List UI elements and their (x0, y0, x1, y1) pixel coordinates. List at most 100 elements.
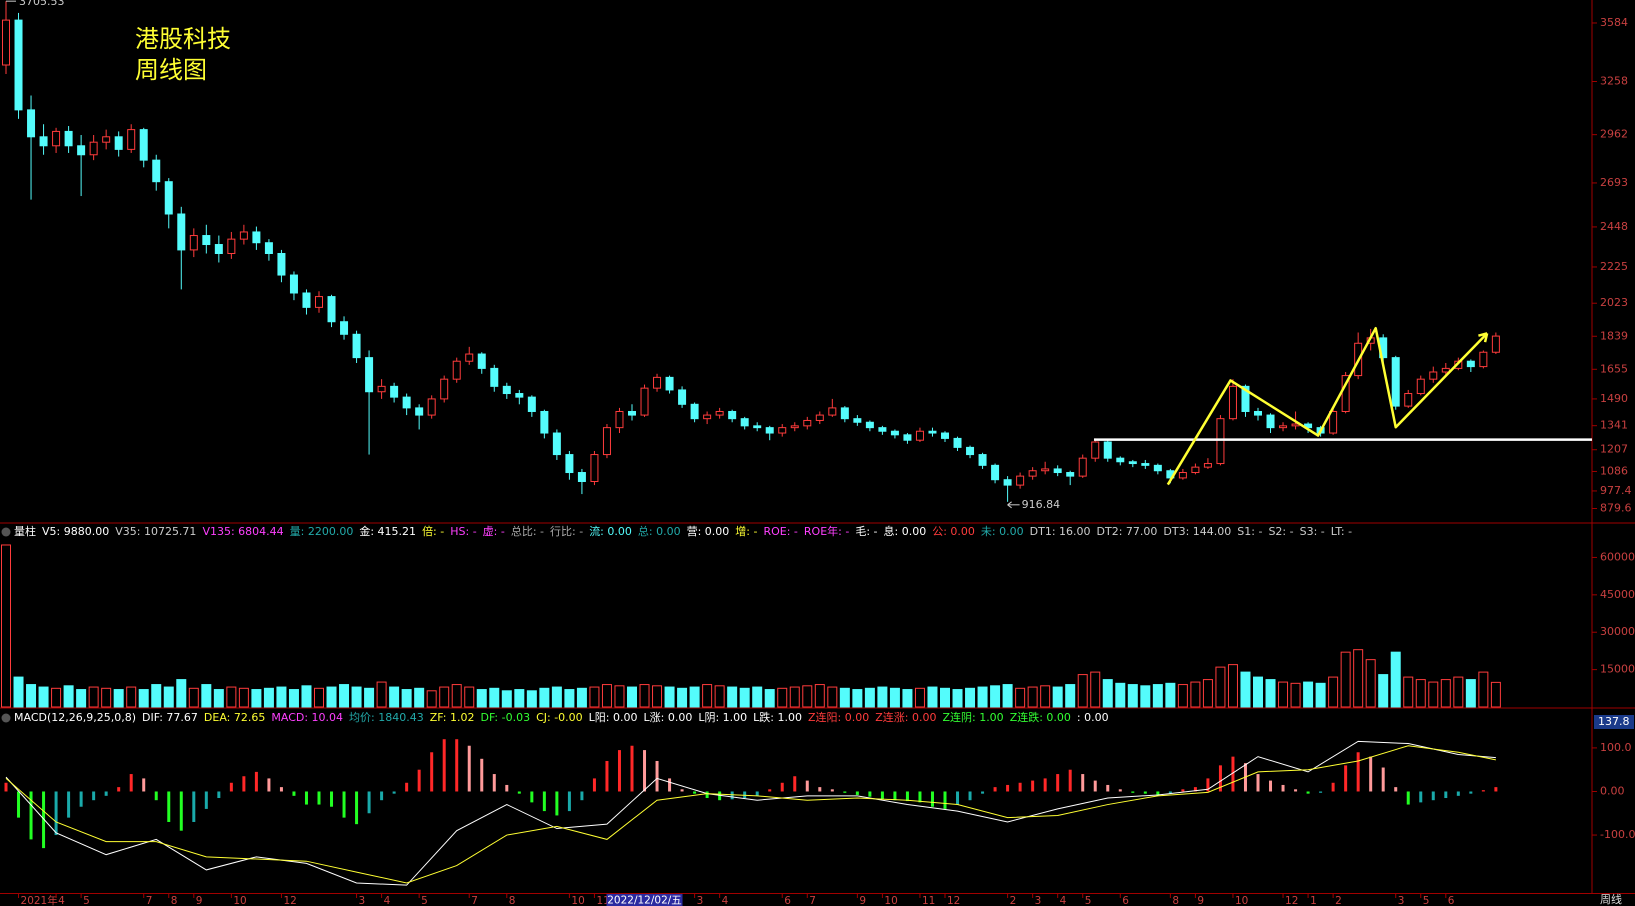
low-arrow (1007, 501, 1012, 509)
volume-bar (714, 685, 725, 708)
candle-body (327, 296, 336, 323)
candle-body (1279, 425, 1288, 429)
volume-bar (977, 686, 988, 708)
volume-bar (501, 690, 512, 708)
x-tick-label: 5 (421, 895, 428, 906)
volume-bar (1102, 679, 1113, 708)
candle-body (1053, 468, 1062, 474)
candle-body (728, 410, 737, 420)
candle-body (552, 432, 561, 456)
x-tick-label: 7 (809, 895, 816, 906)
date-cursor-label: 2022/12/02/五 (607, 895, 682, 906)
x-tick-label: 9 (1197, 895, 1204, 906)
volume-bar (601, 684, 612, 708)
volume-bar (639, 684, 650, 708)
candle-body (640, 387, 649, 416)
y-tick-label: 15000 (1600, 663, 1635, 676)
volume-bar (614, 685, 625, 708)
candle-body (502, 385, 511, 395)
candle-body (1404, 393, 1413, 407)
volume-bar (1365, 659, 1376, 708)
header-item: L阴: 1.00 (698, 711, 748, 724)
header-item: 金: 415.21 (359, 525, 417, 538)
candle-body (202, 235, 211, 246)
volume-bar (727, 686, 738, 708)
trend-zigzag (1166, 326, 1489, 486)
header-item: 公: 0.00 (932, 525, 975, 538)
volume-bar (389, 686, 400, 708)
candle-body (740, 418, 749, 427)
x-tick-label: 4 (58, 895, 65, 906)
header-item: MACD: 10.04 (271, 711, 344, 724)
volume-bar (864, 687, 875, 708)
volume-bar (188, 687, 199, 708)
volume-bar (201, 684, 212, 708)
candle-body (840, 407, 849, 420)
volume-bar (576, 687, 587, 708)
volume-bar (288, 689, 299, 708)
candle-body (878, 427, 887, 432)
candle-body (239, 231, 248, 240)
volume-bar (76, 689, 87, 708)
volume-bar (539, 687, 550, 708)
volume-bar (1328, 676, 1339, 708)
header-item: L跌: 1.00 (753, 711, 802, 724)
candle-body (690, 403, 699, 420)
candle-body (828, 407, 837, 416)
candle-body (440, 378, 449, 400)
volume-bar (1052, 686, 1063, 708)
x-tick-label: 12 (283, 895, 296, 906)
header-item: ROE年: - (803, 525, 850, 538)
x-tick-label: 5 (83, 895, 90, 906)
volume-bar (1315, 682, 1326, 708)
y-tick-label: 0.00 (1600, 784, 1625, 797)
volume-bar (940, 687, 950, 708)
candle-body (277, 252, 286, 276)
x-tick-label: 3 (1035, 895, 1042, 906)
volume-bar (852, 689, 863, 708)
volume-bar (326, 686, 337, 708)
volume-bar (927, 686, 938, 708)
volume-bar (1290, 682, 1301, 708)
volume-bar (702, 684, 713, 708)
volume-bar (1227, 664, 1238, 708)
volume-bar (1415, 679, 1426, 708)
x-tick-label: 12 (947, 895, 960, 906)
volume-bar (1353, 649, 1364, 708)
y-tick-label: -100.0 (1600, 828, 1635, 841)
volume-bar (1040, 685, 1051, 708)
candle-body (39, 136, 48, 147)
x-tick-label: 3 (359, 895, 366, 906)
volume-bar (777, 687, 788, 708)
y-tick-label: 30000 (1600, 625, 1635, 638)
x-tick-label: 4 (1060, 895, 1067, 906)
volume-bar (1303, 681, 1314, 708)
header-item: DT1: 16.00 (1029, 525, 1091, 538)
indicator-icon[interactable] (1, 527, 11, 537)
header-item: : 0.00 (1076, 711, 1109, 724)
volume-bar (301, 685, 312, 708)
header-item: 倍: - (422, 525, 445, 538)
x-tick-label: 6 (1122, 895, 1129, 906)
volume-bar (439, 686, 450, 708)
indicator-icon[interactable] (1, 713, 11, 723)
volume-bar (476, 689, 487, 708)
candle-body (602, 427, 611, 456)
volume-bar (451, 684, 462, 708)
candle-body (377, 385, 386, 393)
volume-bar (689, 686, 700, 708)
header-item: 息: 0.00 (883, 525, 927, 538)
volume-bar (1090, 671, 1101, 708)
header-item: CJ: -0.00 (536, 711, 583, 724)
volume-bar (213, 689, 224, 708)
y-tick-label: 3258 (1600, 75, 1628, 88)
y-tick-label: 1490 (1600, 392, 1628, 405)
x-tick-label: 3 (697, 895, 704, 906)
x-tick-label: 5 (1085, 895, 1092, 906)
volume-bar (1265, 679, 1276, 708)
volume-bar (1340, 651, 1351, 708)
volume-bar (276, 686, 287, 708)
volume-bar (1115, 682, 1126, 708)
header-item: 总比: - (510, 525, 545, 538)
volume-bar (1177, 684, 1188, 708)
